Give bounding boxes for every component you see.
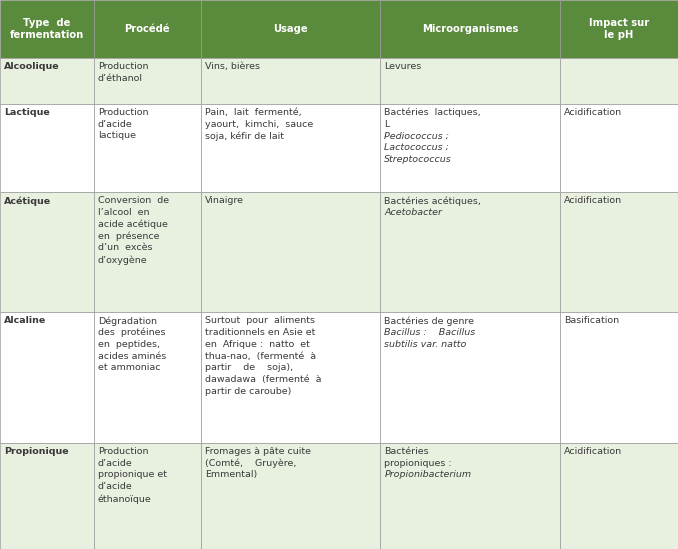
- Text: traditionnels en Asie et: traditionnels en Asie et: [205, 328, 315, 337]
- Text: Basification: Basification: [564, 316, 619, 325]
- Text: Acidification: Acidification: [564, 108, 622, 117]
- Bar: [380, 104, 560, 192]
- Bar: [560, 443, 678, 549]
- Bar: [0, 443, 94, 549]
- Text: éthanoïque: éthanoïque: [98, 494, 151, 503]
- Bar: [201, 443, 380, 549]
- Text: acides aminés: acides aminés: [98, 351, 166, 361]
- Text: Alcoolique: Alcoolique: [4, 62, 60, 71]
- Text: Lactococcus ;: Lactococcus ;: [384, 143, 450, 152]
- Bar: [0, 312, 94, 443]
- Text: Usage: Usage: [273, 24, 308, 34]
- Bar: [0, 58, 94, 104]
- Text: d’acide: d’acide: [98, 482, 132, 491]
- Bar: [560, 58, 678, 104]
- Bar: [94, 0, 201, 58]
- Text: Production: Production: [98, 447, 148, 456]
- Text: propioniques :: propioniques :: [384, 458, 452, 468]
- Bar: [380, 312, 560, 443]
- Bar: [380, 0, 560, 58]
- Text: L: L: [384, 120, 390, 128]
- Text: Acetobacter: Acetobacter: [384, 208, 442, 217]
- Text: en  présence: en présence: [98, 232, 159, 241]
- Bar: [0, 104, 94, 192]
- Text: Production: Production: [98, 108, 148, 117]
- Text: des  protéines: des protéines: [98, 328, 165, 338]
- Text: subtilis var. natto: subtilis var. natto: [384, 340, 466, 349]
- Bar: [201, 58, 380, 104]
- Text: lactique: lactique: [98, 131, 136, 141]
- Text: Propionibacterium: Propionibacterium: [384, 470, 472, 479]
- Text: Emmental): Emmental): [205, 470, 257, 479]
- Text: dawadawa  (fermenté  à: dawadawa (fermenté à: [205, 375, 321, 384]
- Text: Vinaigre: Vinaigre: [205, 196, 244, 205]
- Bar: [380, 58, 560, 104]
- Text: et ammoniac: et ammoniac: [98, 363, 160, 372]
- Text: partir    de    soja),: partir de soja),: [205, 363, 293, 372]
- Text: Bactéries acétiques,: Bactéries acétiques,: [384, 196, 481, 205]
- Text: Bactéries de genre: Bactéries de genre: [384, 316, 475, 326]
- Text: Procédé: Procédé: [124, 24, 170, 34]
- Bar: [380, 192, 560, 312]
- Text: Type  de
fermentation: Type de fermentation: [9, 18, 84, 40]
- Text: Levures: Levures: [384, 62, 422, 71]
- Text: Fromages à pâte cuite: Fromages à pâte cuite: [205, 447, 311, 456]
- Text: en  Afrique :  natto  et: en Afrique : natto et: [205, 340, 310, 349]
- Text: d’acide: d’acide: [98, 458, 132, 468]
- Text: Propionique: Propionique: [4, 447, 68, 456]
- Text: soja, kéfir de lait: soja, kéfir de lait: [205, 131, 284, 141]
- Bar: [380, 443, 560, 549]
- Text: Lactique: Lactique: [4, 108, 49, 117]
- Bar: [201, 192, 380, 312]
- Text: d’un  excès: d’un excès: [98, 243, 152, 252]
- Text: (Comté,    Gruyère,: (Comté, Gruyère,: [205, 458, 296, 468]
- Bar: [560, 0, 678, 58]
- Text: Dégradation: Dégradation: [98, 316, 157, 326]
- Text: thua-nao,  (fermenté  à: thua-nao, (fermenté à: [205, 351, 316, 361]
- Text: d’éthanol: d’éthanol: [98, 74, 142, 82]
- Bar: [201, 104, 380, 192]
- Text: en  peptides,: en peptides,: [98, 340, 159, 349]
- Text: Bacillus :    Bacillus: Bacillus : Bacillus: [384, 328, 476, 337]
- Text: Alcaline: Alcaline: [4, 316, 46, 325]
- Bar: [560, 312, 678, 443]
- Text: Acidification: Acidification: [564, 447, 622, 456]
- Bar: [560, 192, 678, 312]
- Text: Microorganismes: Microorganismes: [422, 24, 519, 34]
- Text: l’alcool  en: l’alcool en: [98, 208, 149, 217]
- Text: partir de caroube): partir de caroube): [205, 387, 291, 396]
- Text: Pediococcus ;: Pediococcus ;: [384, 131, 450, 141]
- Bar: [94, 443, 201, 549]
- Bar: [0, 192, 94, 312]
- Bar: [94, 192, 201, 312]
- Bar: [94, 58, 201, 104]
- Bar: [94, 104, 201, 192]
- Bar: [0, 0, 94, 58]
- Text: Impact sur
le pH: Impact sur le pH: [589, 18, 649, 40]
- Text: yaourt,  kimchi,  sauce: yaourt, kimchi, sauce: [205, 120, 313, 128]
- Text: Production: Production: [98, 62, 148, 71]
- Text: Surtout  pour  aliments: Surtout pour aliments: [205, 316, 315, 325]
- Text: Acidification: Acidification: [564, 196, 622, 205]
- Text: d’acide: d’acide: [98, 120, 132, 128]
- Text: Bactéries: Bactéries: [384, 447, 429, 456]
- Text: Pain,  lait  fermenté,: Pain, lait fermenté,: [205, 108, 302, 117]
- Bar: [201, 312, 380, 443]
- Text: Bactéries  lactiques,: Bactéries lactiques,: [384, 108, 481, 117]
- Bar: [201, 0, 380, 58]
- Text: Vins, bières: Vins, bières: [205, 62, 260, 71]
- Text: Acétique: Acétique: [4, 196, 52, 205]
- Text: propionique et: propionique et: [98, 470, 167, 479]
- Text: d’oxygène: d’oxygène: [98, 255, 147, 265]
- Bar: [94, 312, 201, 443]
- Text: acide acétique: acide acétique: [98, 220, 167, 229]
- Text: Streptococcus: Streptococcus: [384, 155, 452, 164]
- Bar: [560, 104, 678, 192]
- Text: Conversion  de: Conversion de: [98, 196, 169, 205]
